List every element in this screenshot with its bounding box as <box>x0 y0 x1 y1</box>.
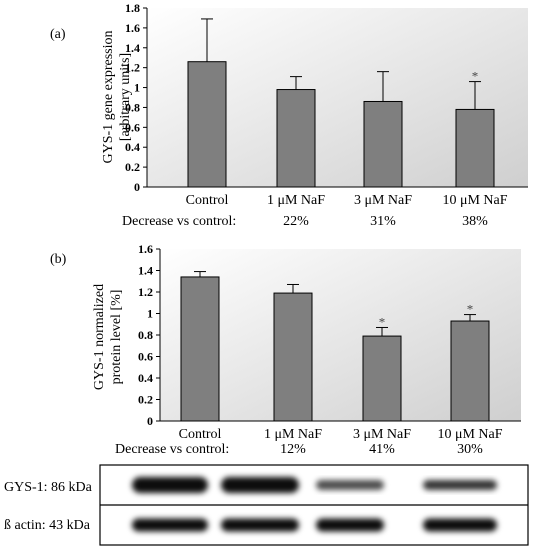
significance-marker: * <box>379 314 386 329</box>
y-axis-label: GYS-1 normalized protein level [%] <box>92 284 124 390</box>
panel-b-decreases: 12% 41% 30% <box>280 442 483 457</box>
y-tick-label: 0 <box>147 414 153 428</box>
panel-b-label: (b) <box>50 252 67 267</box>
x-tick-label: 10 μM NaF <box>437 427 502 442</box>
decrease-value: 22% <box>283 214 309 229</box>
bar <box>455 108 495 188</box>
bar <box>450 320 490 422</box>
x-tick-label: 10 μM NaF <box>442 193 507 208</box>
y-tick-label: 0.6 <box>138 350 153 364</box>
blot-band <box>316 518 384 532</box>
decrease-value: 38% <box>462 214 488 229</box>
panel-b-decrease-label: Decrease vs control: <box>115 442 229 457</box>
panel-a-label: (a) <box>50 27 66 42</box>
y-tick-label: 0.4 <box>138 371 153 385</box>
y-tick-label: 1 <box>147 307 153 321</box>
y-tick-label: 1.6 <box>138 242 153 256</box>
blot-band <box>132 477 208 493</box>
blot-band <box>132 518 208 532</box>
panel-a-decreases: 22% 31% 38% <box>283 214 488 229</box>
blot-row-label-actin: ß actin: 43 kDa <box>4 518 91 533</box>
blot-band <box>221 518 299 532</box>
blot-band <box>423 480 497 490</box>
significance-marker: * <box>467 302 474 317</box>
y-tick-label: 1.2 <box>138 285 153 299</box>
y-tick-label: 1 <box>134 81 140 95</box>
decrease-value: 12% <box>280 442 306 457</box>
blot-band <box>423 518 497 532</box>
significance-marker: * <box>472 69 479 84</box>
y-tick-label: 0 <box>134 180 140 194</box>
y-axis-label: GYS-1 gene expression [arbitrary units] <box>101 31 133 164</box>
y-tick-label: 0.8 <box>138 328 153 342</box>
blot-band <box>221 477 299 493</box>
bar <box>362 335 402 422</box>
blot-row-label-gys1: GYS-1: 86 kDa <box>4 480 93 495</box>
decrease-value: 30% <box>457 442 483 457</box>
western-blot: GYS-1: 86 kDa ß actin: 43 kDa <box>4 464 529 546</box>
x-tick-label: 1 μM NaF <box>264 427 322 442</box>
panel-a-decrease-label: Decrease vs control: <box>122 214 236 229</box>
chart-a: 0 0.2 0.4 0.6 0.8 1 1.2 1.4 1.6 1.8 GYS-1 gene exp… <box>101 1 528 208</box>
x-tick-label: Control <box>186 193 229 208</box>
y-tick-label: 1.4 <box>138 264 153 278</box>
y-tick-label: 1.8 <box>125 1 140 15</box>
y-tick-label: 0.2 <box>125 160 140 174</box>
y-tick-label: 0.2 <box>138 393 153 407</box>
x-tick-label: 3 μM NaF <box>353 427 411 442</box>
bar <box>180 276 220 422</box>
x-tick-label: 1 μM NaF <box>267 193 325 208</box>
y-tick-label: 1.4 <box>125 41 140 55</box>
x-tick-label: Control <box>179 427 222 442</box>
chart-b: 0 0.2 0.4 0.6 0.8 1 1.2 1.4 1.6 GYS-1 normalized p… <box>92 242 521 442</box>
blot-band <box>316 480 384 490</box>
y-tick-label: 1.2 <box>125 61 140 75</box>
y-tick-label: 0.6 <box>125 120 140 134</box>
x-tick-label: 3 μM NaF <box>354 193 412 208</box>
decrease-value: 31% <box>370 214 396 229</box>
bar <box>187 61 227 188</box>
decrease-value: 41% <box>369 442 395 457</box>
y-tick-label: 0.8 <box>125 100 140 114</box>
y-tick-label: 1.6 <box>125 21 140 35</box>
bar <box>363 100 403 188</box>
bar <box>273 292 313 422</box>
y-tick-label: 0.4 <box>125 140 140 154</box>
bar <box>276 89 316 188</box>
